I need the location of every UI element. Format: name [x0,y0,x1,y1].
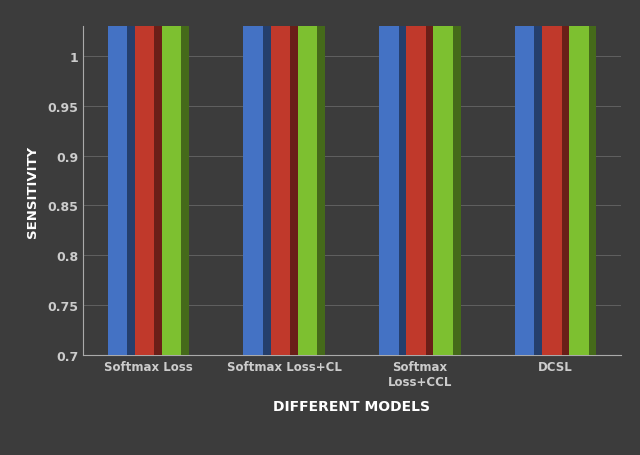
Bar [562,0,569,355]
Bar [182,0,189,355]
Bar [542,0,569,355]
X-axis label: DIFFERENT MODELS: DIFFERENT MODELS [273,399,431,413]
Bar [569,0,596,355]
Bar [108,0,135,355]
Bar [162,0,189,355]
Legend: Normal, COVID-19, Other: Normal, COVID-19, Other [218,453,486,455]
Bar [399,0,406,355]
Bar [534,0,542,355]
Bar [243,0,271,355]
Bar [426,0,433,355]
Bar [290,0,298,355]
Y-axis label: SENSITIVITY: SENSITIVITY [26,145,39,237]
Bar [127,0,135,355]
Bar [317,0,325,355]
Bar [135,0,162,355]
Bar [453,0,461,355]
Bar [515,0,542,355]
Bar [433,0,461,355]
Bar [271,0,298,355]
Bar [154,0,162,355]
Bar [379,0,406,355]
Bar [589,0,596,355]
Bar [263,0,271,355]
Bar [406,0,433,355]
Bar [298,0,325,355]
